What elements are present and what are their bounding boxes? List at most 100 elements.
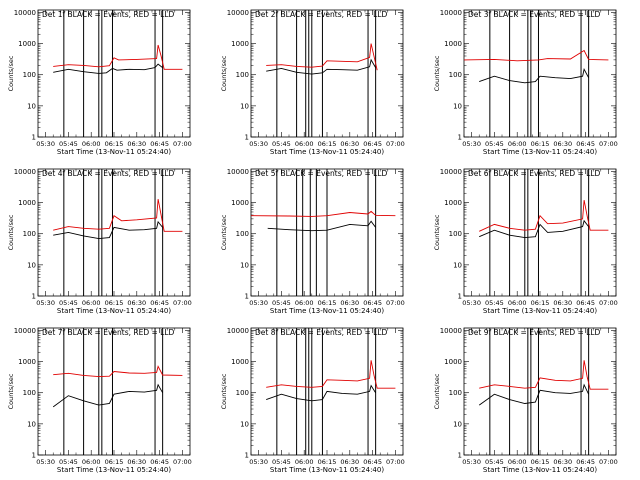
x-axis-label: Start Time (13-Nov-11 05:24:40) xyxy=(483,307,597,315)
x-tick-label: 05:45 xyxy=(272,458,291,466)
y-tick-label: 1000 xyxy=(18,358,36,366)
x-tick-label: 06:00 xyxy=(508,458,527,466)
y-tick-label: 10 xyxy=(240,102,249,110)
chart-panel-8: Det 8f BLACK = Events, RED = LLD 1 10 100 10… xyxy=(220,327,405,474)
x-axis-label: Start Time (13-Nov-11 05:24:40) xyxy=(483,148,597,156)
x-tick-label: 06:30 xyxy=(340,140,359,148)
chart-panel-7: Det 7f BLACK = Events, RED = LLD 1 10 100 10… xyxy=(7,327,192,474)
y-tick-label: 10 xyxy=(240,420,249,428)
y-tick-label: 100 xyxy=(23,389,36,397)
y-tick-label: 1 xyxy=(32,293,36,301)
lld-series-line xyxy=(479,200,609,232)
lld-series-line xyxy=(251,210,396,217)
y-axis-label: Counts/sec xyxy=(7,373,15,409)
x-tick-label: 05:30 xyxy=(462,458,481,466)
x-tick-label: 07:00 xyxy=(599,299,618,307)
events-series-line xyxy=(52,383,163,408)
x-tick-label: 05:30 xyxy=(462,299,481,307)
x-tick-label: 07:00 xyxy=(599,140,618,148)
events-series-line xyxy=(267,220,376,232)
x-tick-label: 06:15 xyxy=(531,140,550,148)
x-tick-label: 05:45 xyxy=(59,299,78,307)
x-tick-label: 07:00 xyxy=(173,458,192,466)
events-series-line xyxy=(479,219,589,239)
y-tick-label: 10000 xyxy=(227,9,249,17)
x-tick-label: 07:00 xyxy=(386,299,405,307)
plot-frame xyxy=(37,9,191,138)
events-series-line xyxy=(479,68,589,84)
y-tick-label: 10000 xyxy=(14,9,36,17)
plot-frame xyxy=(463,168,617,297)
x-tick-label: 06:00 xyxy=(295,458,314,466)
x-tick-label: 06:00 xyxy=(82,140,101,148)
x-tick-label: 05:45 xyxy=(272,140,291,148)
y-tick-label: 10000 xyxy=(440,168,462,176)
chart-panel-1: Det 1f BLACK = Events, RED = LLD 1 10 100 10… xyxy=(7,9,192,156)
y-tick-label: 1000 xyxy=(444,40,462,48)
lld-series-line xyxy=(479,360,609,390)
x-tick-label: 06:30 xyxy=(553,140,572,148)
chart-title: Det 7f BLACK = Events, RED = LLD xyxy=(42,328,175,337)
y-tick-label: 1000 xyxy=(444,199,462,207)
x-tick-label: 07:00 xyxy=(173,140,192,148)
y-tick-label: 10 xyxy=(27,261,36,269)
y-tick-label: 10000 xyxy=(227,327,249,335)
y-tick-label: 1 xyxy=(458,452,462,460)
x-tick-label: 06:45 xyxy=(363,458,382,466)
chart-title: Det 6f BLACK = Events, RED = LLD xyxy=(468,169,601,178)
y-tick-label: 100 xyxy=(449,71,462,79)
y-tick-label: 10000 xyxy=(14,168,36,176)
x-tick-label: 06:00 xyxy=(508,299,527,307)
x-tick-label: 06:45 xyxy=(150,458,169,466)
y-tick-label: 1000 xyxy=(231,358,249,366)
y-tick-label: 10 xyxy=(27,420,36,428)
y-tick-label: 1000 xyxy=(231,40,249,48)
lld-series-line xyxy=(53,365,183,378)
x-tick-label: 06:15 xyxy=(531,458,550,466)
x-tick-label: 06:00 xyxy=(295,140,314,148)
y-axis-label: Counts/sec xyxy=(7,55,15,91)
x-tick-label: 06:00 xyxy=(508,140,527,148)
y-tick-label: 100 xyxy=(236,230,249,238)
y-tick-label: 10 xyxy=(453,102,462,110)
x-tick-label: 05:30 xyxy=(249,458,268,466)
x-tick-label: 05:45 xyxy=(272,299,291,307)
y-tick-label: 1000 xyxy=(18,40,36,48)
events-series-line xyxy=(478,383,590,406)
x-tick-label: 06:45 xyxy=(150,299,169,307)
x-tick-label: 06:30 xyxy=(127,140,146,148)
y-tick-label: 10000 xyxy=(14,327,36,335)
x-tick-label: 06:00 xyxy=(295,299,314,307)
x-tick-label: 06:15 xyxy=(318,140,337,148)
y-axis-label: Counts/sec xyxy=(433,55,441,91)
x-axis-label: Start Time (13-Nov-11 05:24:40) xyxy=(270,466,384,474)
y-tick-label: 10000 xyxy=(227,168,249,176)
y-tick-label: 1 xyxy=(458,293,462,301)
y-tick-label: 1000 xyxy=(18,199,36,207)
x-tick-label: 06:45 xyxy=(363,299,382,307)
events-series-line xyxy=(53,63,163,74)
lld-series-line xyxy=(464,49,609,62)
plot-frame xyxy=(250,9,404,138)
y-tick-label: 1 xyxy=(458,134,462,142)
x-tick-label: 06:30 xyxy=(340,458,359,466)
plot-frame xyxy=(463,9,617,138)
y-axis-label: Counts/sec xyxy=(220,373,228,409)
x-tick-label: 06:00 xyxy=(82,458,101,466)
x-tick-label: 06:30 xyxy=(127,458,146,466)
x-tick-label: 07:00 xyxy=(173,299,192,307)
x-axis-label: Start Time (13-Nov-11 05:24:40) xyxy=(270,148,384,156)
y-tick-label: 1 xyxy=(245,134,249,142)
chart-panel-9: Det 9f BLACK = Events, RED = LLD 1 10 100 10… xyxy=(433,327,618,474)
chart-title: Det 8f BLACK = Events, RED = LLD xyxy=(255,328,388,337)
x-tick-label: 05:30 xyxy=(249,140,268,148)
x-axis-label: Start Time (13-Nov-11 05:24:40) xyxy=(57,466,171,474)
y-axis-label: Counts/sec xyxy=(220,214,228,250)
x-tick-label: 06:15 xyxy=(105,299,124,307)
x-tick-label: 06:30 xyxy=(340,299,359,307)
lld-series-line xyxy=(53,44,183,70)
x-tick-label: 06:15 xyxy=(105,458,124,466)
x-tick-label: 06:45 xyxy=(576,140,595,148)
x-tick-label: 07:00 xyxy=(386,140,405,148)
